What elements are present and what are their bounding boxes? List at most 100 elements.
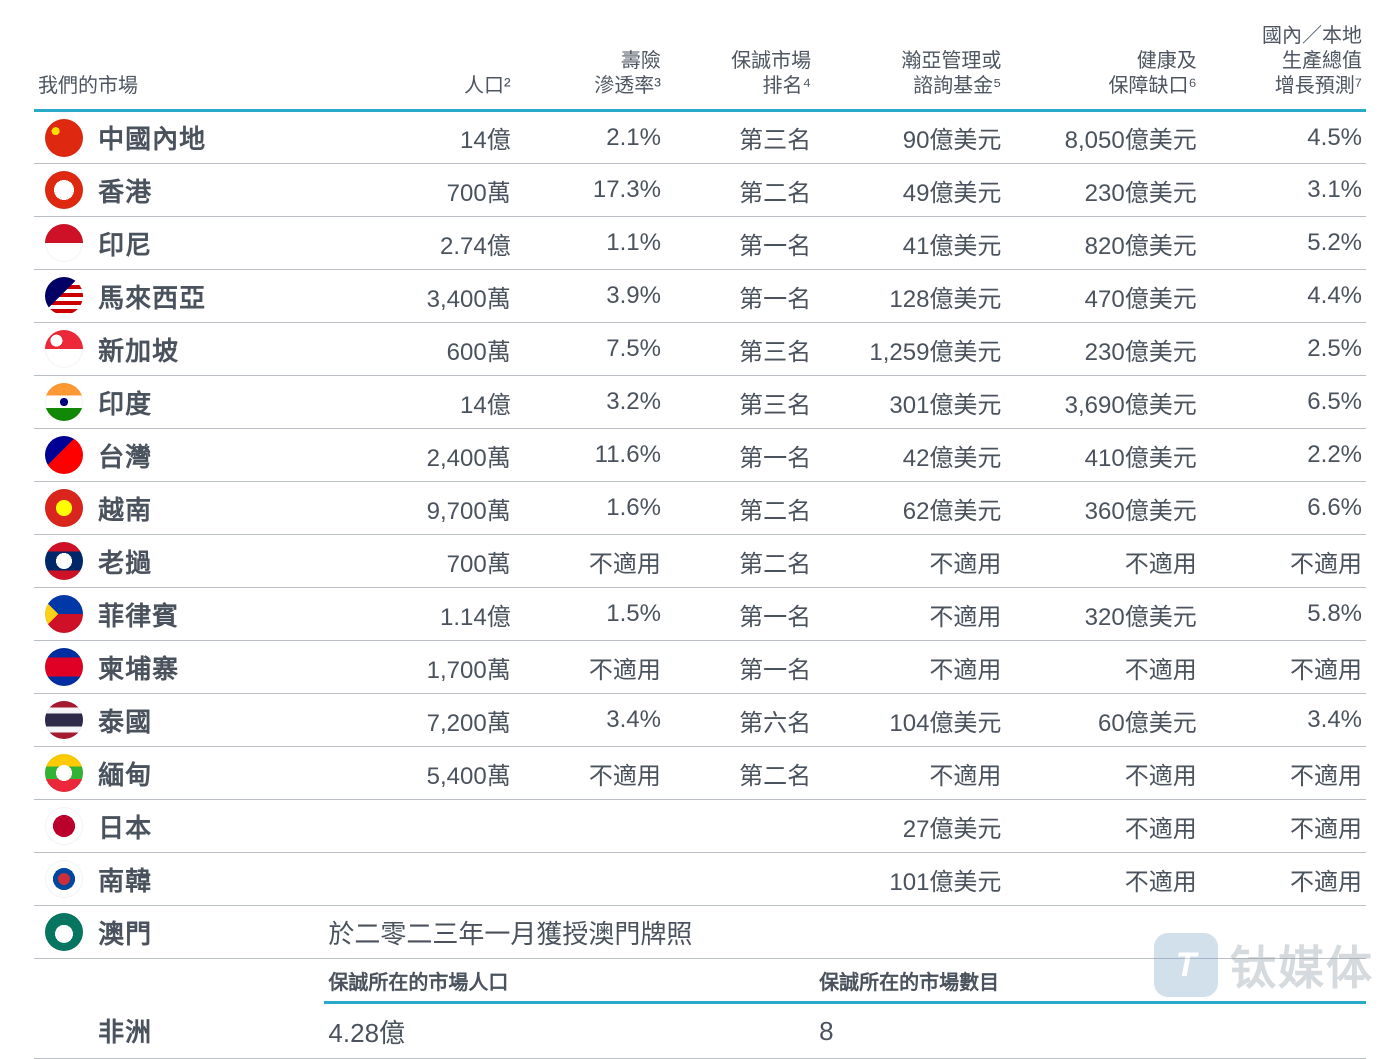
flag-cell (34, 323, 94, 376)
flag-cell (34, 111, 94, 164)
cell-penetration: 17.3% (515, 164, 665, 217)
cell-fund: 301億美元 (815, 376, 1005, 429)
summary-name: 非洲 (94, 1003, 324, 1059)
table-row: 泰國7,200萬3.4%第六名104億美元60億美元3.4% (34, 694, 1366, 747)
cell-gap: 230億美元 (1005, 323, 1200, 376)
flag-cell (34, 694, 94, 747)
cell-fund: 42億美元 (815, 429, 1005, 482)
empty (34, 1003, 94, 1059)
flag-cell (34, 376, 94, 429)
market-name: 澳門 (94, 906, 324, 959)
th-flag-icon (45, 701, 83, 739)
cell-population: 2.74億 (324, 217, 514, 270)
cell-population (324, 800, 514, 853)
table-row: 台灣2,400萬11.6%第一名42億美元410億美元2.2% (34, 429, 1366, 482)
summary-count-label: 保誠所在的市場數目 (815, 959, 1366, 1003)
cell-population: 2,400萬 (324, 429, 514, 482)
summary-pop-label: 保誠所在的市場人口 (324, 959, 815, 1003)
cell-penetration: 不適用 (515, 641, 665, 694)
cell-gap: 410億美元 (1005, 429, 1200, 482)
market-name: 越南 (94, 482, 324, 535)
cell-gdp: 2.5% (1201, 323, 1366, 376)
cell-penetration: 2.1% (515, 111, 665, 164)
table-row: 馬來西亞3,400萬3.9%第一名128億美元470億美元4.4% (34, 270, 1366, 323)
cell-population: 9,700萬 (324, 482, 514, 535)
col-gap: 健康及 保障缺口⁶ (1005, 18, 1200, 111)
table-row: 老撾700萬不適用第二名不適用不適用不適用 (34, 535, 1366, 588)
cell-gap: 320億美元 (1005, 588, 1200, 641)
my-flag-icon (45, 277, 83, 315)
flag-cell (34, 270, 94, 323)
cell-penetration: 3.2% (515, 376, 665, 429)
cell-rank: 第一名 (665, 429, 815, 482)
flag-cell (34, 800, 94, 853)
cell-fund: 90億美元 (815, 111, 1005, 164)
cell-rank (665, 853, 815, 906)
cell-rank: 第三名 (665, 376, 815, 429)
flag-cell (34, 482, 94, 535)
flag-cell (34, 747, 94, 800)
market-name: 柬埔寨 (94, 641, 324, 694)
flag-cell (34, 217, 94, 270)
market-name: 菲律賓 (94, 588, 324, 641)
cell-population: 600萬 (324, 323, 514, 376)
cell-fund: 104億美元 (815, 694, 1005, 747)
cn-flag-icon (45, 119, 83, 157)
table-row: 菲律賓1.14億1.5%第一名不適用320億美元5.8% (34, 588, 1366, 641)
flag-cell (34, 164, 94, 217)
cell-fund: 101億美元 (815, 853, 1005, 906)
summary-row: 非洲4.28億8 (34, 1003, 1366, 1059)
summary-count: 8 (815, 1003, 1366, 1059)
cell-penetration: 3.9% (515, 270, 665, 323)
col-penetration: 壽險 滲透率³ (515, 18, 665, 111)
mo-flag-icon (45, 913, 83, 951)
cell-population: 14億 (324, 111, 514, 164)
cell-gap: 360億美元 (1005, 482, 1200, 535)
cell-rank: 第一名 (665, 588, 815, 641)
cell-gap: 不適用 (1005, 853, 1200, 906)
cell-penetration: 1.1% (515, 217, 665, 270)
table-row: 印尼2.74億1.1%第一名41億美元820億美元5.2% (34, 217, 1366, 270)
cell-penetration: 11.6% (515, 429, 665, 482)
cell-rank: 第二名 (665, 482, 815, 535)
row-note: 於二零二三年一月獲授澳門牌照 (324, 906, 1366, 959)
cell-rank: 第六名 (665, 694, 815, 747)
cell-gdp: 不適用 (1201, 747, 1366, 800)
cell-gdp: 不適用 (1201, 800, 1366, 853)
markets-table: 我們的市場 人口² 壽險 滲透率³ 保誠市場 排名⁴ 瀚亞管理或 諮詢基金⁵ 健… (34, 18, 1366, 1059)
cell-penetration (515, 800, 665, 853)
tw-flag-icon (45, 436, 83, 474)
table-row: 中國內地14億2.1%第三名90億美元8,050億美元4.5% (34, 111, 1366, 164)
table-row: 新加坡600萬7.5%第三名1,259億美元230億美元2.5% (34, 323, 1366, 376)
cell-gap: 不適用 (1005, 800, 1200, 853)
col-rank: 保誠市場 排名⁴ (665, 18, 815, 111)
cell-gdp: 6.5% (1201, 376, 1366, 429)
cell-penetration (515, 853, 665, 906)
col-population: 人口² (324, 18, 514, 111)
mm-flag-icon (45, 754, 83, 792)
table-row: 日本27億美元不適用不適用 (34, 800, 1366, 853)
cell-penetration: 3.4% (515, 694, 665, 747)
header-row: 我們的市場 人口² 壽險 滲透率³ 保誠市場 排名⁴ 瀚亞管理或 諮詢基金⁵ 健… (34, 18, 1366, 111)
market-name: 台灣 (94, 429, 324, 482)
cell-fund: 不適用 (815, 588, 1005, 641)
market-name: 新加坡 (94, 323, 324, 376)
cell-gdp: 5.8% (1201, 588, 1366, 641)
cell-population: 1,700萬 (324, 641, 514, 694)
flag-cell (34, 429, 94, 482)
cell-fund: 27億美元 (815, 800, 1005, 853)
cell-gap: 不適用 (1005, 747, 1200, 800)
kr-flag-icon (45, 860, 83, 898)
cell-gdp: 不適用 (1201, 535, 1366, 588)
cell-gap: 不適用 (1005, 641, 1200, 694)
cell-penetration: 1.6% (515, 482, 665, 535)
cell-fund: 49億美元 (815, 164, 1005, 217)
sg-flag-icon (45, 330, 83, 368)
hk-flag-icon (45, 171, 83, 209)
cell-rank: 第一名 (665, 217, 815, 270)
summary-header-row: 保誠所在的市場人口保誠所在的市場數目 (34, 959, 1366, 1003)
cell-population: 3,400萬 (324, 270, 514, 323)
empty (94, 959, 324, 1003)
flag-cell (34, 535, 94, 588)
cell-population: 700萬 (324, 535, 514, 588)
